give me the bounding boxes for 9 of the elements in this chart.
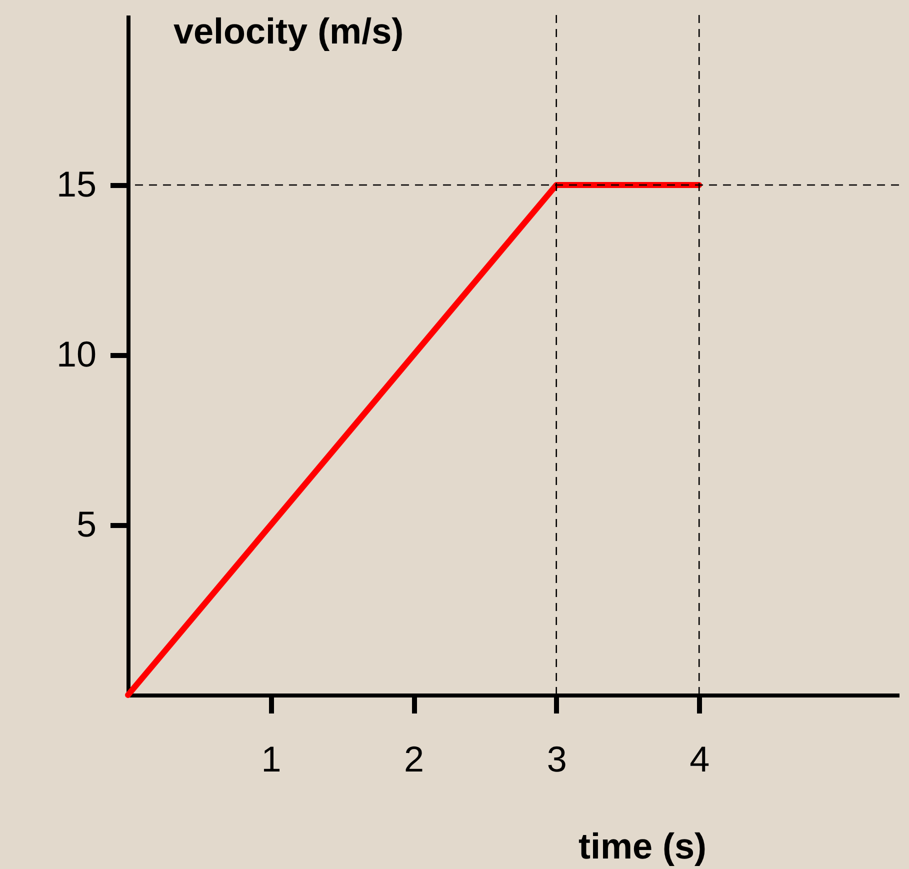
y-tick-label: 10 — [56, 334, 96, 374]
y-axis-title: velocity (m/s) — [174, 10, 404, 52]
x-tick-label: 1 — [261, 738, 282, 780]
x-tick-label: 3 — [546, 738, 567, 780]
x-tick-label: 4 — [690, 738, 710, 780]
y-tick-label: 15 — [56, 164, 96, 204]
x-axis-title: time (s) — [578, 826, 707, 866]
y-tick-label: 5 — [76, 504, 96, 544]
x-tick-label: 2 — [404, 738, 424, 780]
